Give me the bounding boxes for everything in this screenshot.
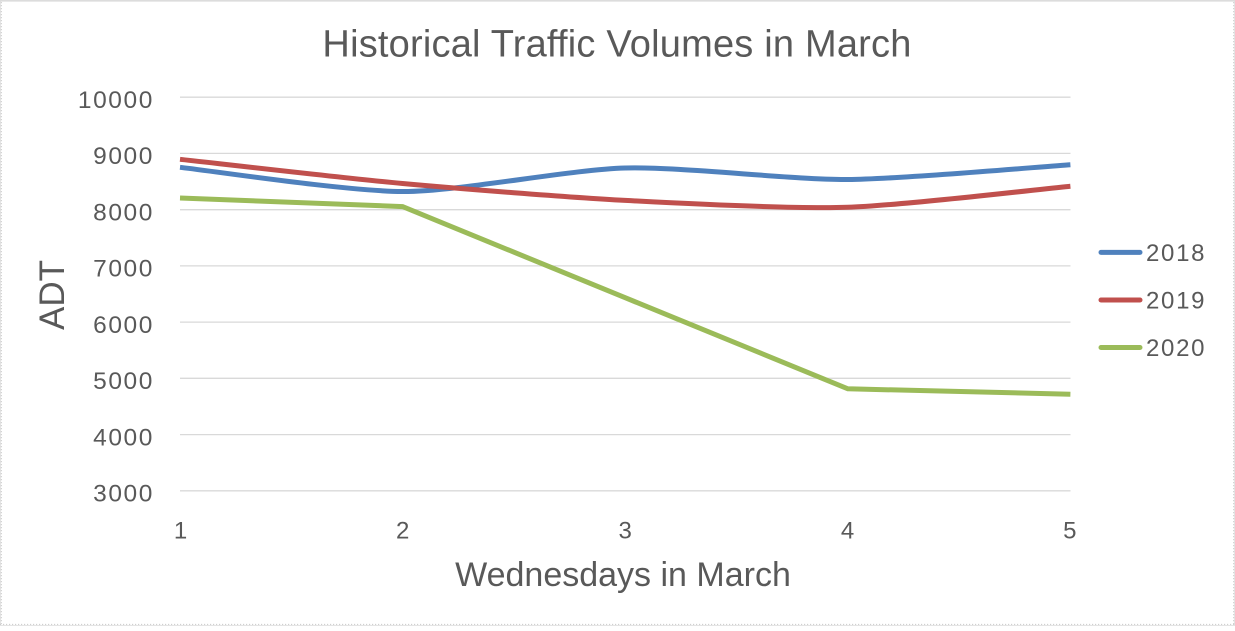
svg-text:4: 4 xyxy=(841,518,854,545)
svg-text:1: 1 xyxy=(174,518,187,545)
svg-text:6000: 6000 xyxy=(93,312,154,339)
svg-text:5000: 5000 xyxy=(93,368,154,395)
svg-text:10000: 10000 xyxy=(78,87,154,114)
svg-text:2: 2 xyxy=(396,518,409,545)
svg-text:3000: 3000 xyxy=(93,481,154,508)
svg-text:9000: 9000 xyxy=(93,143,154,170)
svg-text:Historical Traffic Volumes in: Historical Traffic Volumes in March xyxy=(322,24,911,66)
svg-text:2018: 2018 xyxy=(1146,240,1206,267)
svg-text:7000: 7000 xyxy=(93,256,154,283)
svg-text:2020: 2020 xyxy=(1146,335,1206,362)
svg-text:3: 3 xyxy=(619,518,632,545)
svg-text:ADT: ADT xyxy=(33,260,72,330)
svg-text:8000: 8000 xyxy=(93,199,154,226)
svg-text:5: 5 xyxy=(1063,518,1076,545)
svg-text:2019: 2019 xyxy=(1146,288,1206,315)
svg-text:4000: 4000 xyxy=(93,424,154,451)
svg-text:Wednesdays in March: Wednesdays in March xyxy=(455,556,791,594)
